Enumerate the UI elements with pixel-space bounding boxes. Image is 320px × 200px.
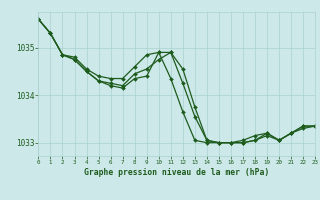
X-axis label: Graphe pression niveau de la mer (hPa): Graphe pression niveau de la mer (hPa) xyxy=(84,168,269,177)
